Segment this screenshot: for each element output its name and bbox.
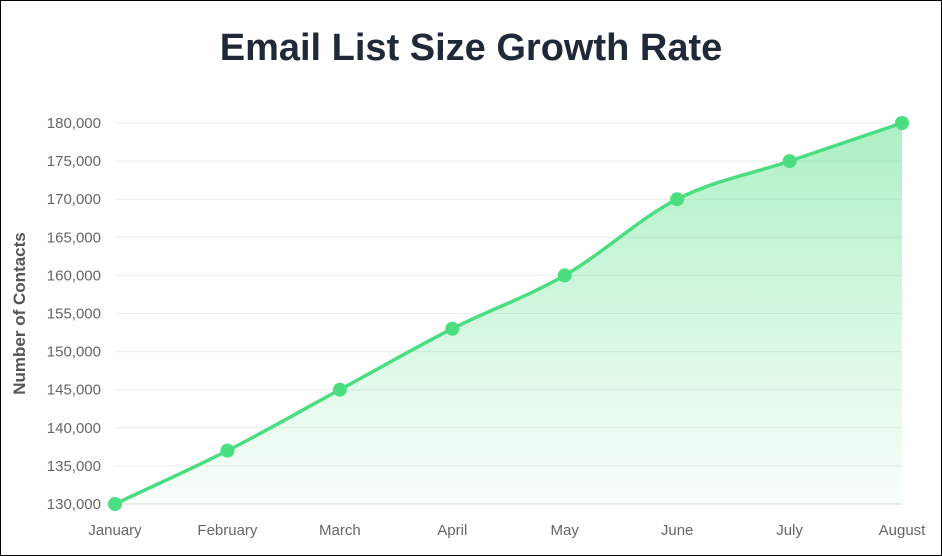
y-tick-label: 155,000 xyxy=(47,306,101,323)
data-point[interactable] xyxy=(670,192,685,207)
area-fill-layer xyxy=(115,123,902,504)
series-line-layer xyxy=(113,121,904,506)
y-axis-ticks: 130,000 135,000 140,000 145,000 150,000 155,0… xyxy=(47,115,101,513)
y-tick-label: 130,000 xyxy=(47,496,101,513)
data-point[interactable] xyxy=(557,268,572,283)
y-tick-label: 170,000 xyxy=(47,191,101,208)
data-point[interactable] xyxy=(108,497,122,511)
chart-title: Email List Size Growth Rate xyxy=(219,27,723,69)
y-tick-label: 180,000 xyxy=(47,115,101,132)
x-tick-label: July xyxy=(776,522,803,539)
y-tick-label: 140,000 xyxy=(47,420,101,437)
data-point[interactable] xyxy=(332,382,347,397)
data-point[interactable] xyxy=(220,443,235,458)
data-point[interactable] xyxy=(895,116,909,130)
x-tick-label: April xyxy=(437,522,467,539)
y-tick-label: 160,000 xyxy=(47,267,101,284)
y-tick-label: 175,000 xyxy=(47,153,101,170)
data-point[interactable] xyxy=(782,154,797,169)
data-points xyxy=(108,116,909,511)
x-tick-label: June xyxy=(661,522,694,539)
data-point[interactable] xyxy=(445,321,460,336)
y-tick-label: 145,000 xyxy=(47,382,101,399)
series-area xyxy=(115,123,902,504)
y-axis-title: Number of Contacts xyxy=(10,232,29,394)
y-tick-label: 135,000 xyxy=(47,458,101,475)
x-tick-label: March xyxy=(319,522,361,539)
x-tick-label: August xyxy=(879,522,927,539)
x-tick-label: January xyxy=(88,522,142,539)
y-tick-label: 165,000 xyxy=(47,229,101,246)
x-tick-label: February xyxy=(197,522,258,539)
series-line xyxy=(113,121,904,506)
x-axis-ticks: January February March April May June July Augu… xyxy=(88,522,926,539)
x-tick-label: May xyxy=(551,522,580,539)
y-tick-label: 150,000 xyxy=(47,344,101,361)
